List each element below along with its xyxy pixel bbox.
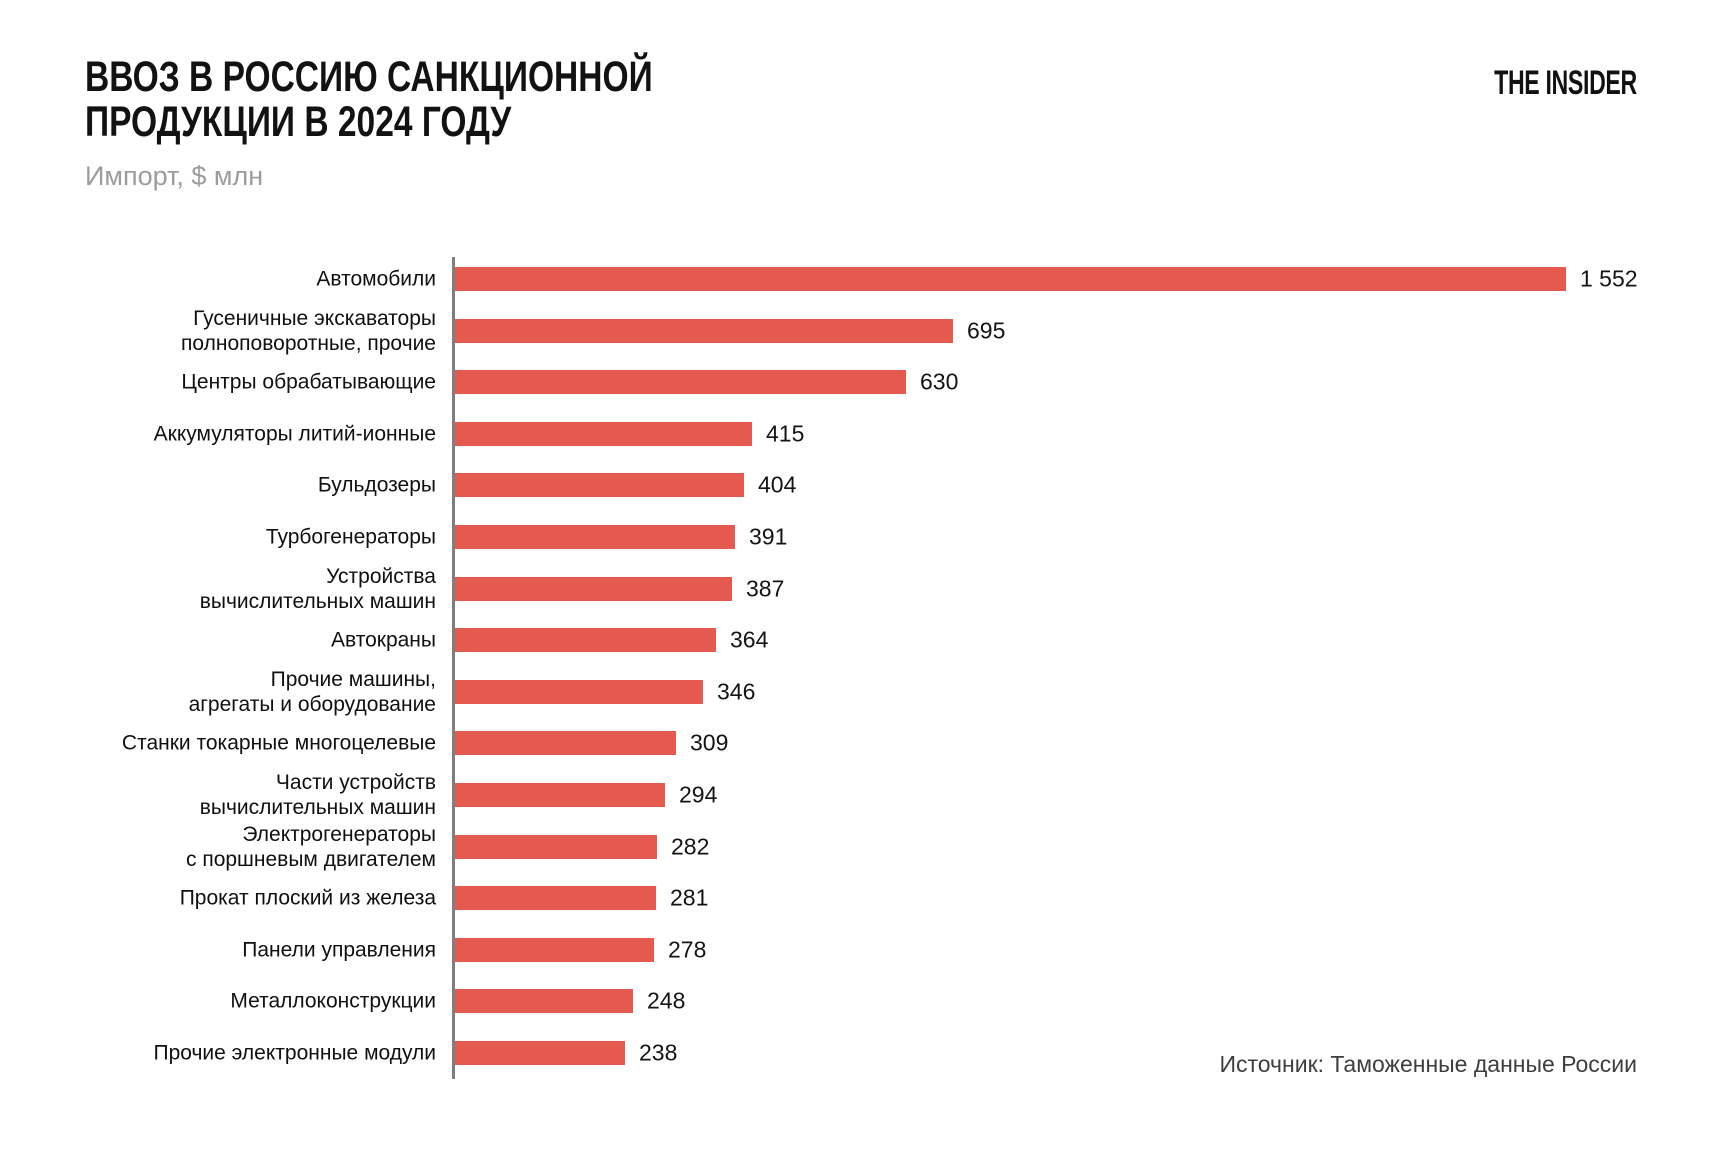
y-axis-line — [452, 257, 455, 1079]
bar — [455, 525, 735, 549]
bar — [455, 731, 676, 756]
value-label: 281 — [670, 884, 709, 911]
bar — [455, 318, 953, 343]
category-label: Аккумуляторы литий-ионные — [153, 422, 436, 446]
bar — [455, 628, 716, 653]
category-label: Бульдозеры — [317, 473, 436, 497]
bar — [455, 576, 732, 601]
bar — [455, 937, 654, 962]
value-label: 238 — [639, 1039, 678, 1066]
value-label: 248 — [647, 987, 686, 1014]
bar — [455, 783, 665, 807]
bar — [455, 370, 906, 395]
category-label: Прочие машины, агрегаты и оборудование — [188, 667, 436, 716]
bar — [455, 473, 744, 498]
chart-subtitle: Импорт, $ млн — [85, 161, 264, 191]
bar — [455, 679, 703, 704]
value-label: 282 — [671, 833, 710, 860]
bar — [455, 267, 1566, 291]
value-label: 387 — [746, 575, 785, 602]
category-label: Части устройств вычислительных машин — [199, 771, 436, 819]
chart-title: ВВОЗ В РОССИЮ САНКЦИОННОЙ ПРОДУКЦИИ В 20… — [85, 53, 653, 146]
value-label: 415 — [766, 420, 805, 447]
category-label: Прокат плоский из железа — [179, 886, 436, 910]
value-label: 294 — [679, 781, 718, 808]
category-label: Турбогенераторы — [265, 525, 436, 549]
category-label: Металлоконструкции — [230, 989, 436, 1013]
category-label: Гусеничные экскаваторы полноповоротные, … — [181, 306, 436, 355]
category-label: Автомобили — [316, 267, 436, 291]
category-label: Прочие электронные модули — [153, 1041, 437, 1065]
bar — [455, 421, 752, 446]
value-label: 1 552 — [1580, 265, 1638, 292]
category-label: Электрогенераторы с поршневым двигателем — [185, 822, 436, 871]
value-label: 630 — [920, 368, 959, 395]
bar — [455, 989, 633, 1014]
value-label: 404 — [758, 471, 797, 498]
value-label: 364 — [730, 626, 769, 653]
value-label: 346 — [717, 678, 756, 705]
bar — [455, 1041, 625, 1065]
category-label: Автокраны — [331, 628, 436, 652]
value-label: 391 — [749, 523, 788, 550]
category-label: Устройства вычислительных машин — [199, 564, 436, 613]
category-label: Центры обрабатывающие — [181, 370, 436, 394]
category-label: Панели управления — [242, 938, 436, 962]
value-label: 695 — [967, 317, 1006, 344]
bar — [455, 886, 656, 911]
value-label: 309 — [690, 729, 729, 756]
brand-logo: THE INSIDER — [1494, 64, 1637, 102]
category-label: Станки токарные многоцелевые — [121, 731, 436, 755]
source-note: Источник: Таможенные данные России — [1219, 1051, 1637, 1077]
value-label: 278 — [668, 936, 707, 963]
bar — [455, 834, 657, 859]
